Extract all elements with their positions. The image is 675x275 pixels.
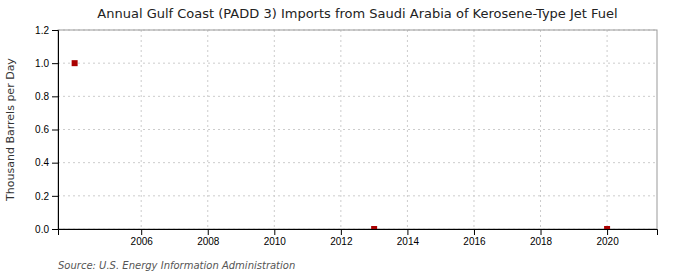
- tick-mark: [208, 229, 209, 235]
- tick: 2018: [530, 229, 553, 247]
- tick-label: 2012: [330, 236, 353, 247]
- tick-mark: [52, 63, 58, 64]
- tick: 2010: [264, 229, 287, 247]
- tick-label: 1.0: [35, 58, 49, 69]
- tick-mark: [52, 130, 58, 131]
- tick: 0.8: [35, 91, 58, 102]
- point: [604, 226, 610, 229]
- point: [72, 60, 78, 66]
- y-axis-label: Thousand Barrels per Day: [4, 58, 17, 202]
- tick-label: 0.8: [35, 91, 49, 102]
- axis-line: [52, 31, 59, 230]
- tick: 2008: [197, 229, 220, 247]
- tick-mark: [607, 229, 608, 235]
- tick: 2020: [596, 229, 619, 247]
- tick-label: 0.0: [35, 224, 49, 235]
- chart: 200620082010201220142016201820200.00.20.…: [0, 0, 675, 275]
- tick: 1.2: [35, 25, 58, 36]
- tick: 0.4: [35, 157, 58, 168]
- grid: [58, 30, 657, 229]
- source-note: Source: U.S. Energy Information Administ…: [58, 260, 295, 271]
- tick-label: 2008: [197, 236, 220, 247]
- marks: [72, 60, 610, 229]
- tick-mark: [52, 196, 58, 197]
- grid-line: [58, 63, 657, 64]
- tick-label: 2014: [397, 236, 420, 247]
- tick: 2014: [397, 229, 420, 247]
- tick-mark: [52, 229, 58, 230]
- grid-line: [141, 30, 142, 229]
- tick-mark: [141, 229, 142, 235]
- tick-label: 0.6: [35, 124, 49, 135]
- grid-line: [540, 30, 541, 229]
- tick-label: 0.4: [35, 157, 49, 168]
- tick-mark: [341, 229, 342, 235]
- tick-mark: [274, 229, 275, 235]
- tick-mark: [407, 229, 408, 235]
- tick-label: 2020: [596, 236, 619, 247]
- tick-label: 0.2: [35, 191, 49, 202]
- axis-line: [59, 230, 658, 236]
- grid-line: [58, 162, 657, 163]
- tick: 2016: [463, 229, 486, 247]
- plot: 200620082010201220142016201820200.00.20.…: [35, 25, 657, 247]
- tick: 0.6: [35, 124, 58, 135]
- grid-line: [58, 129, 657, 130]
- y-axis: 0.0 0.2 0.4 0.6 0.8 1.0 1.2: [35, 25, 58, 235]
- tick: 1.0: [35, 58, 58, 69]
- plot-frame: [58, 30, 657, 229]
- tick: 2012: [330, 229, 353, 247]
- tick-mark: [474, 229, 475, 235]
- title: Annual Gulf Coast (PADD 3) Imports from …: [97, 6, 617, 21]
- tick: 0.0: [35, 224, 58, 235]
- point: [371, 226, 377, 229]
- tick-mark: [52, 30, 58, 31]
- tick-label: 2010: [264, 236, 287, 247]
- grid-line: [58, 195, 657, 196]
- tick-label: 2018: [530, 236, 553, 247]
- grid-line: [58, 96, 657, 97]
- grid-line: [607, 30, 608, 229]
- tick-mark: [52, 96, 58, 97]
- tick-mark: [541, 229, 542, 235]
- tick: 2006: [131, 229, 154, 247]
- tick-label: 2006: [131, 236, 154, 247]
- tick: 0.2: [35, 191, 58, 202]
- tick-label: 2016: [463, 236, 486, 247]
- x-axis: 2006 2008 2010 2012 2014 2016 2018 2020: [59, 229, 658, 247]
- tick-label: 1.2: [35, 25, 49, 36]
- tick-mark: [52, 163, 58, 164]
- grid-line: [340, 30, 341, 229]
- grid-line: [407, 30, 408, 229]
